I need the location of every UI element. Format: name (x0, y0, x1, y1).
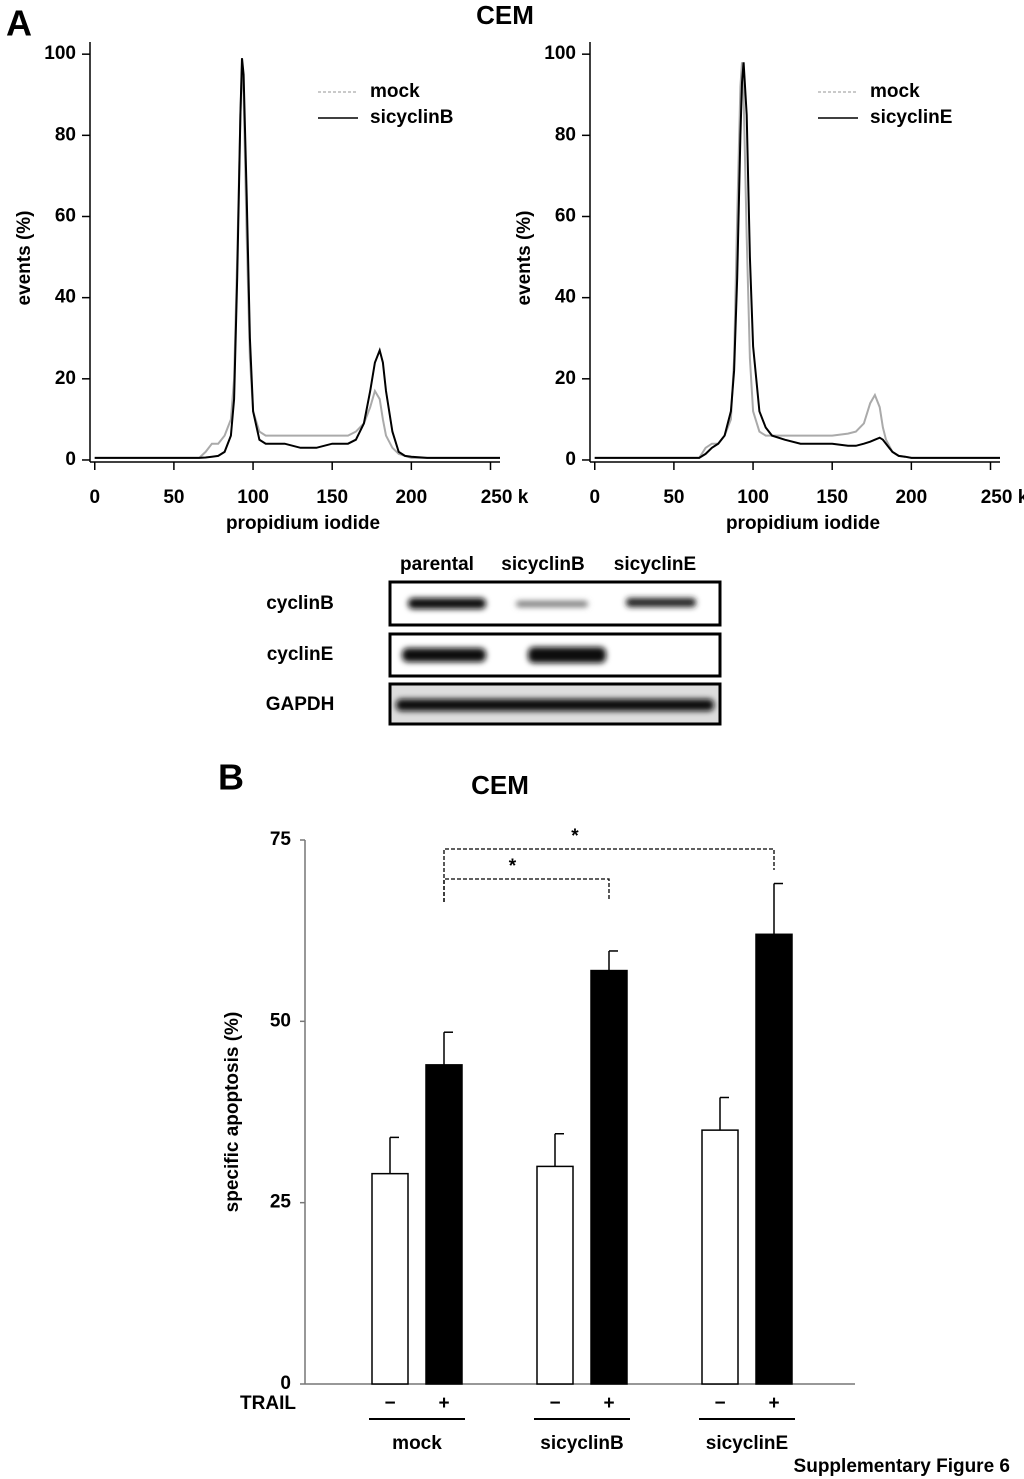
x-tick-label: sicyclinE (706, 1433, 788, 1454)
y-tick-label: 100 (544, 43, 576, 64)
blot-row-label: cyclinE (267, 644, 334, 665)
y-tick-label: 0 (65, 449, 76, 470)
footer: Supplementary Figure 6 (794, 1456, 1010, 1477)
x-tick-label: 200 (395, 487, 427, 508)
y-tick-label: 40 (555, 287, 576, 308)
y-tick-label: 100 (44, 43, 76, 64)
bar (371, 1172, 409, 1385)
x-tick-label: 50 (663, 487, 684, 508)
bar (701, 1129, 739, 1385)
y-axis-label: specific apoptosis (%) (222, 1012, 243, 1213)
y-tick-label: 80 (55, 124, 76, 145)
blot-column-label: sicyclinB (501, 554, 584, 575)
series-label: TRAIL (240, 1393, 296, 1414)
x-tick-label: sicyclinB (540, 1433, 623, 1454)
series-name: − (384, 1393, 395, 1414)
x-tick-label: 200 (895, 487, 927, 508)
y-tick-label: 80 (555, 124, 576, 145)
legend-label: sicyclinB (370, 107, 453, 128)
x-tick-label: 0 (589, 487, 600, 508)
blot-column-label: parental (400, 554, 474, 575)
x-tick-label: 100 (737, 487, 769, 508)
y-tick-label: 0 (565, 449, 576, 470)
y-tick-label: 50 (270, 1010, 291, 1031)
panel-title: CEM (476, 0, 534, 30)
significance-label: * (571, 826, 579, 847)
series-name: − (714, 1393, 725, 1414)
panel-letter: B (218, 757, 244, 798)
blot-column-label: sicyclinE (614, 554, 696, 575)
x-tick-label: 150 (816, 487, 848, 508)
western-blot: parental sicyclinB sicyclinE cyclinB cyc… (266, 554, 722, 726)
band (528, 647, 606, 663)
panel-letter: A (6, 3, 32, 44)
significance-label: * (509, 856, 517, 877)
y-axis-label: events (%) (14, 210, 35, 305)
curve (94, 58, 500, 459)
x-axis-label: propidium iodide (726, 513, 880, 534)
chart-title: CEM (471, 770, 529, 800)
band (516, 601, 588, 607)
bar (536, 1165, 574, 1385)
series-name: + (438, 1393, 449, 1414)
band (402, 648, 486, 662)
y-tick-label: 40 (55, 287, 76, 308)
bar (425, 1064, 463, 1385)
y-tick-label: 0 (280, 1373, 291, 1394)
y-tick-label: 20 (55, 368, 76, 389)
x-tick-label: mock (392, 1433, 442, 1454)
x-tick-label: 150 (316, 487, 348, 508)
y-tick-label: 25 (270, 1192, 292, 1213)
x-axis-label: propidium iodide (226, 513, 380, 534)
y-tick-label: 20 (555, 368, 576, 389)
band (626, 598, 696, 607)
blot-row-label: GAPDH (266, 694, 335, 715)
significance-bracket (443, 878, 610, 902)
legend-label: mock (370, 81, 420, 102)
x-tick-label: 50 (163, 487, 184, 508)
y-tick-label: 75 (270, 829, 292, 850)
significance-bracket (443, 848, 775, 902)
bar (590, 969, 628, 1385)
y-axis-label: events (%) (514, 210, 535, 305)
series-name: + (768, 1393, 779, 1414)
band (408, 598, 486, 609)
legend-label: mock (870, 81, 920, 102)
series-name: + (603, 1393, 614, 1414)
x-tick-label: 100 (237, 487, 269, 508)
blot-row-label: cyclinB (266, 593, 334, 614)
x-tick-label: 250 k (481, 487, 529, 508)
bands (396, 598, 714, 711)
curve (94, 66, 500, 459)
y-tick-label: 60 (555, 206, 576, 227)
bar (755, 933, 793, 1385)
x-tick-label: 0 (89, 487, 100, 508)
curve (594, 62, 1000, 459)
series-name: − (549, 1393, 560, 1414)
curve (594, 62, 1000, 459)
band (396, 699, 714, 711)
y-tick-label: 60 (55, 206, 76, 227)
legend-label: sicyclinE (870, 107, 952, 128)
x-tick-label: 250 k (981, 487, 1024, 508)
